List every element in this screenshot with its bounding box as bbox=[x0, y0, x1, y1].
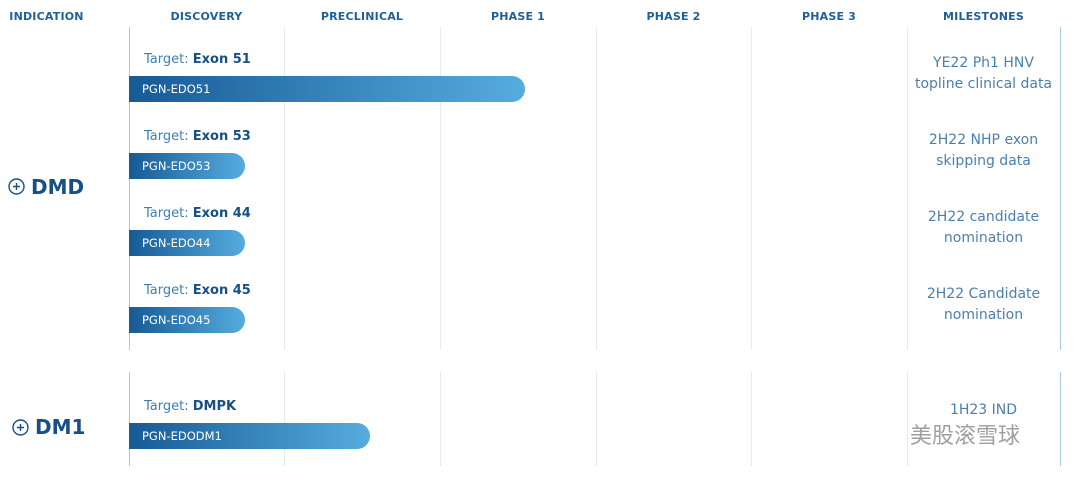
target-label: Target: bbox=[144, 399, 189, 414]
target-name: DMPK bbox=[192, 399, 237, 414]
column-header: DISCOVERY bbox=[170, 10, 243, 23]
program-bar: PGN-EDODM1 bbox=[129, 423, 370, 449]
column-divider bbox=[284, 372, 285, 466]
milestone: 2H22 NHP exon skipping data bbox=[907, 130, 1060, 172]
indication: DM1 bbox=[35, 415, 86, 439]
milestone-line: 1H23 IND bbox=[949, 402, 1018, 418]
target-label: Target: bbox=[144, 129, 189, 144]
program-bar: PGN-EDO44 bbox=[129, 230, 245, 256]
target-label: Target: bbox=[144, 206, 189, 221]
indication-label: DMD bbox=[8, 175, 84, 199]
expand-icon[interactable] bbox=[12, 418, 29, 436]
column-divider bbox=[1060, 27, 1061, 350]
milestone-line: 2H22 Candidate bbox=[926, 286, 1041, 302]
target-name: Exon 53 bbox=[192, 129, 251, 144]
column-header: PHASE 2 bbox=[646, 10, 701, 23]
column-divider bbox=[596, 372, 597, 466]
watermark: 美股滚雪球 bbox=[910, 424, 1021, 449]
column-header: INDICATION bbox=[9, 10, 84, 23]
column-header: PHASE 1 bbox=[490, 10, 546, 23]
program-bar: PGN-EDO51 bbox=[129, 76, 525, 102]
target-name: Exon 44 bbox=[192, 206, 251, 221]
program-bar: PGN-EDO53 bbox=[129, 153, 245, 179]
target-name: Exon 45 bbox=[192, 283, 251, 298]
target: Target: Exon 53 bbox=[144, 129, 251, 144]
expand-icon[interactable] bbox=[8, 178, 25, 195]
target-name: Exon 51 bbox=[192, 52, 251, 67]
program-bar: PGN-EDO45 bbox=[129, 307, 245, 333]
column-divider bbox=[907, 372, 908, 466]
column-divider bbox=[1060, 372, 1061, 466]
target: Target: DMPK bbox=[144, 399, 236, 414]
column-header: PRECLINICAL bbox=[320, 10, 404, 23]
target-label: Target: bbox=[144, 52, 189, 67]
indication-label: DM1 bbox=[12, 415, 85, 439]
milestone-line: 2H22 NHP exon bbox=[928, 132, 1039, 148]
milestone-line: nomination bbox=[943, 307, 1024, 323]
milestone: YE22 Ph1 HNV topline clinical data bbox=[907, 53, 1060, 95]
column-divider bbox=[751, 372, 752, 466]
milestone-line: 2H22 candidate bbox=[927, 209, 1040, 225]
column-divider bbox=[596, 27, 597, 350]
column-divider bbox=[129, 27, 130, 350]
column-divider bbox=[284, 27, 285, 350]
milestone: 2H22 Candidate nomination bbox=[907, 284, 1060, 326]
column-divider bbox=[440, 372, 441, 466]
indication: DMD bbox=[31, 174, 85, 199]
target: Target: Exon 44 bbox=[144, 206, 251, 221]
milestone-line: topline clinical data bbox=[914, 76, 1053, 92]
milestone-line: YE22 Ph1 HNV bbox=[933, 55, 1034, 71]
milestone-line: nomination bbox=[943, 230, 1024, 246]
milestone: 1H23 IND bbox=[907, 400, 1060, 421]
milestone: 2H22 candidate nomination bbox=[907, 207, 1060, 249]
target: Target: Exon 45 bbox=[144, 283, 251, 298]
milestone-line: skipping data bbox=[936, 153, 1031, 169]
column-divider bbox=[751, 27, 752, 350]
target-label: Target: bbox=[144, 283, 189, 298]
column-divider bbox=[440, 27, 441, 350]
column-divider bbox=[907, 27, 908, 350]
target: Target: Exon 51 bbox=[144, 52, 251, 67]
column-header: MILESTONES bbox=[943, 10, 1024, 23]
column-header: PHASE 3 bbox=[801, 10, 857, 23]
column-divider bbox=[129, 372, 130, 466]
